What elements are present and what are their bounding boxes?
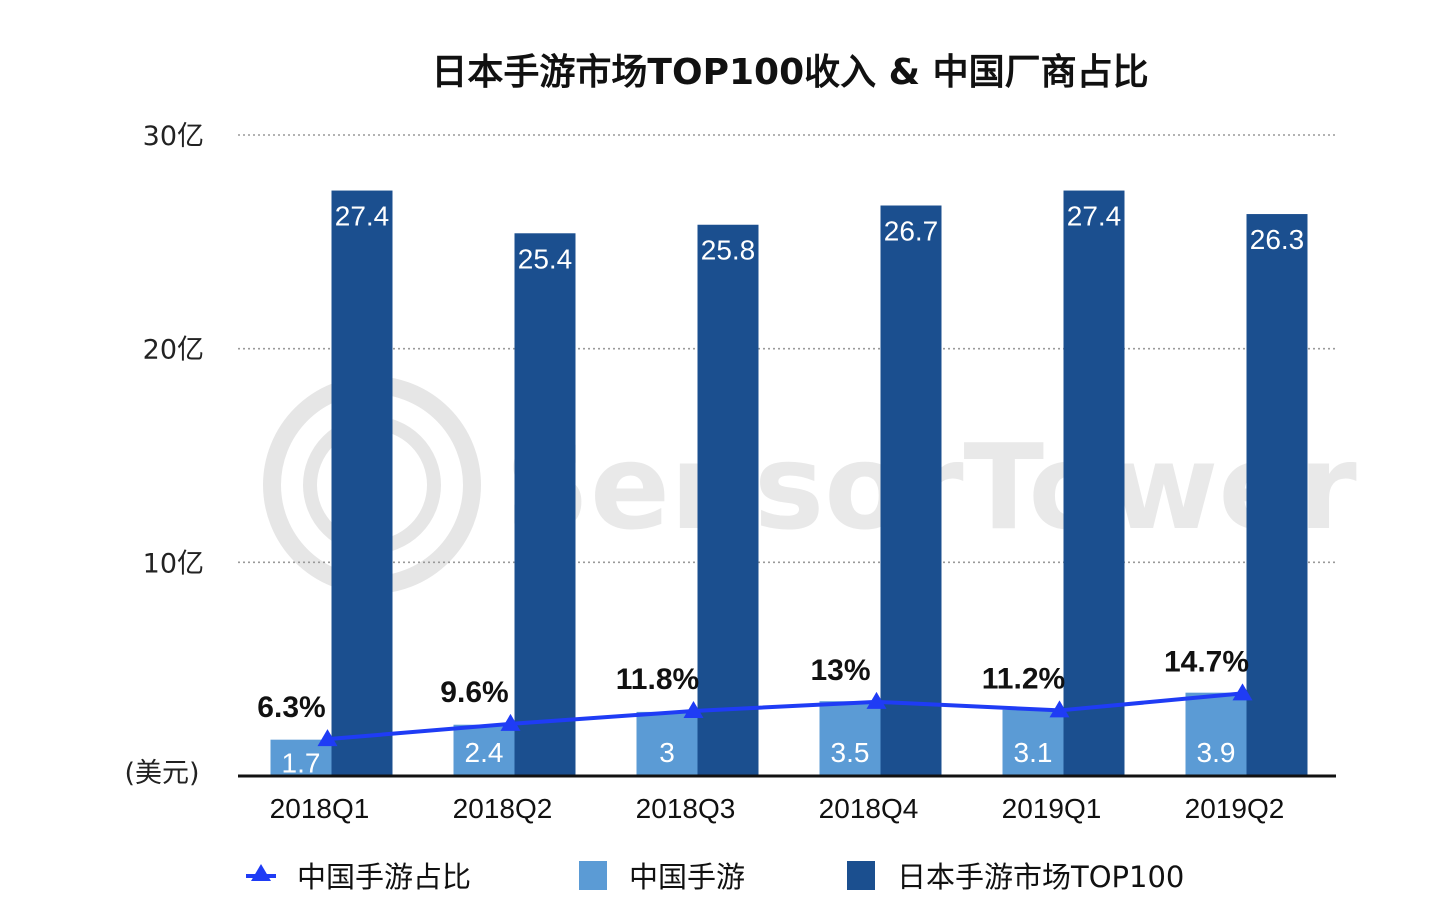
bar-value-label-china: 1.7 <box>282 748 321 779</box>
x-tick-label: 2018Q4 <box>819 793 919 824</box>
x-tick-label: 2018Q2 <box>453 793 553 824</box>
share-value-label: 14.7% <box>1164 645 1249 678</box>
y-axis-unit-label: (美元) <box>124 758 199 789</box>
x-tick-label: 2018Q1 <box>270 793 370 824</box>
legend-triangle-marker <box>251 864 271 881</box>
y-tick-label: 20亿 <box>143 335 204 366</box>
legend-label-china: 中国手游 <box>629 860 745 894</box>
legend-item-share: 中国手游占比 <box>246 860 471 894</box>
bar-japan-2019Q1 <box>1063 190 1125 776</box>
x-tick-label: 2018Q3 <box>636 793 736 824</box>
share-line: 6.3% 9.6% 11.8% 13% 11.2% 14.7% <box>257 645 1253 747</box>
bar-china-2019Q1 <box>1002 709 1064 776</box>
bar-value-label-china: 3.1 <box>1014 737 1053 768</box>
bar-china-2018Q2 <box>453 724 515 776</box>
chart-title: 日本手游市场TOP100收入 & 中国厂商占比 <box>431 52 1148 93</box>
share-value-label: 9.6% <box>440 676 508 709</box>
bar-value-label-japan: 27.4 <box>1067 201 1122 232</box>
bar-value-label-china: 3.9 <box>1197 737 1236 768</box>
bar-china-2018Q4 <box>819 701 881 776</box>
bar-china-2019Q2 <box>1185 692 1247 776</box>
bar-value-label-china: 2.4 <box>465 737 504 768</box>
x-axis-ticks: 2018Q1 2018Q2 2018Q3 2018Q4 2019Q1 2019Q2 <box>270 793 1285 824</box>
bar-japan-2018Q2 <box>514 233 576 776</box>
y-tick-label: 10亿 <box>143 548 204 579</box>
legend: 中国手游占比 中国手游 日本手游市场TOP100 <box>246 860 1184 894</box>
legend-item-japan: 日本手游市场TOP100 <box>847 860 1184 894</box>
legend-label-japan: 日本手游市场TOP100 <box>897 860 1184 894</box>
legend-label-share: 中国手游占比 <box>297 860 471 894</box>
bar-value-label-japan: 25.8 <box>701 235 756 266</box>
share-point-marker <box>683 700 704 718</box>
share-value-label: 11.8% <box>616 663 699 696</box>
share-value-label: 6.3% <box>257 691 325 724</box>
bar-value-label-china: 3 <box>659 737 675 768</box>
bar-value-label-japan: 25.4 <box>518 243 573 274</box>
bar-value-label-china: 3.5 <box>831 737 870 768</box>
x-tick-label: 2019Q2 <box>1185 793 1285 824</box>
y-tick-label: 30亿 <box>143 121 204 152</box>
bars: 1.7 27.4 2.4 25.4 3 25.8 3.5 26.7 3.1 27.4 3.9 26.3 <box>270 190 1308 779</box>
x-tick-label: 2019Q1 <box>1002 793 1102 824</box>
gridlines <box>238 134 1336 564</box>
legend-swatch-japan <box>847 861 875 890</box>
share-point-marker <box>500 713 521 731</box>
watermark-logo: SensorTower <box>263 376 1357 594</box>
bar-value-label-japan: 26.7 <box>884 216 939 247</box>
bar-value-label-japan: 27.4 <box>335 201 390 232</box>
bar-japan-2018Q1 <box>331 190 393 776</box>
share-point-marker <box>317 729 338 747</box>
bar-china-2018Q3 <box>636 711 698 776</box>
share-value-label: 11.2% <box>982 662 1065 695</box>
share-point-marker <box>1232 683 1253 701</box>
share-point-marker <box>866 691 887 709</box>
y-axis-ticks: 10亿 20亿 30亿 <box>143 121 204 579</box>
share-line-path <box>327 691 1243 742</box>
share-value-label: 13% <box>810 654 870 687</box>
bar-value-label-japan: 26.3 <box>1250 224 1305 255</box>
bar-japan-2018Q3 <box>697 224 759 777</box>
legend-swatch-china <box>579 861 607 890</box>
legend-item-china: 中国手游 <box>579 860 745 894</box>
bar-japan-2019Q2 <box>1246 214 1308 777</box>
share-point-marker <box>1049 700 1070 718</box>
bar-japan-2018Q4 <box>880 205 942 776</box>
